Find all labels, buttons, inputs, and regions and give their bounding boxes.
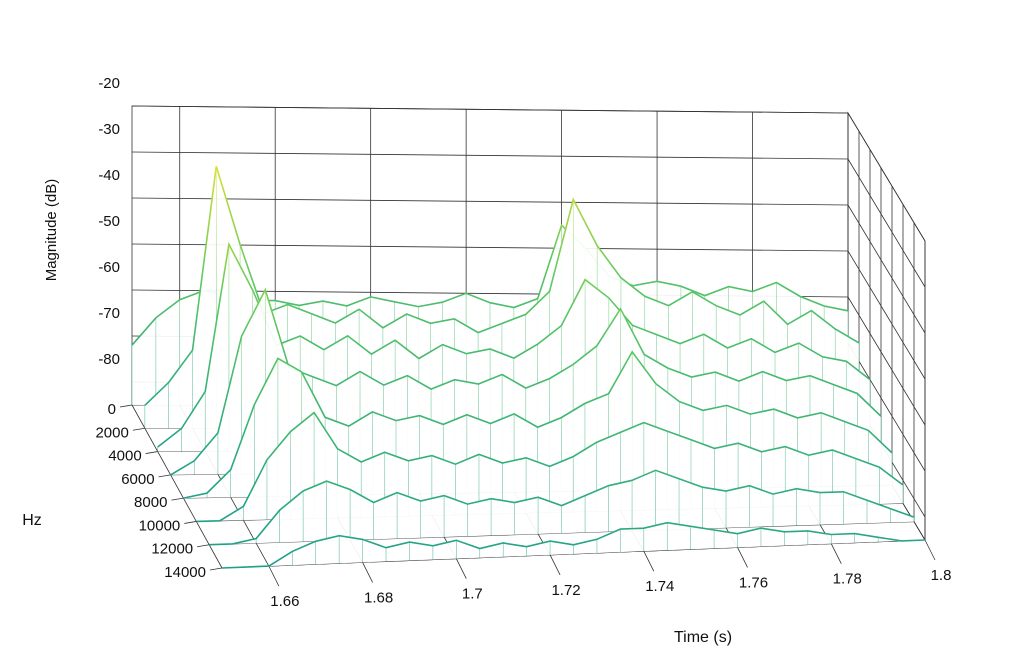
x-tick — [362, 562, 373, 583]
z-grid-line — [847, 204, 926, 334]
spectrum-line — [196, 411, 904, 523]
x-tick-label: 1.74 — [645, 578, 674, 595]
x-tick — [643, 551, 655, 572]
y-tick-label: 4000 — [108, 448, 141, 465]
x-tick — [924, 539, 936, 561]
y-tick-label: 14000 — [164, 564, 206, 581]
z-grid-line — [847, 296, 926, 426]
y-tick — [145, 451, 158, 454]
y-tick-label: 2000 — [95, 424, 128, 441]
y-tick-label: 10000 — [139, 517, 181, 534]
x-tick-label: 1.7 — [462, 586, 483, 603]
floor-edge — [131, 404, 223, 569]
x-tick-label: 1.66 — [270, 593, 299, 610]
y-tick — [158, 474, 171, 478]
x-tick-label: 1.72 — [551, 582, 580, 599]
z-grid-line — [131, 197, 849, 206]
z-tick-label: -60 — [98, 259, 120, 276]
y-axis-label: Hz — [22, 512, 42, 529]
x-tick — [455, 558, 467, 579]
x-tick-label: 1.76 — [739, 574, 768, 591]
z-axis-label: Magnitude (dB) — [43, 179, 60, 282]
z-tick-label: -20 — [98, 75, 120, 92]
x-tick — [830, 543, 842, 564]
x-tick — [268, 565, 280, 587]
x-axis-label: Time (s) — [674, 629, 732, 646]
z-grid-line — [847, 250, 926, 380]
y-tick — [119, 404, 133, 408]
y-tick-label: 8000 — [134, 494, 167, 511]
z-tick-label: -50 — [98, 213, 120, 230]
x-tick-label: 1.68 — [364, 589, 393, 606]
z-grid-line — [847, 342, 926, 472]
y-tick — [171, 497, 184, 501]
z-tick-label: -30 — [98, 121, 120, 138]
z-grid-line — [131, 151, 849, 160]
y-tick — [184, 521, 197, 524]
z-tick-label: -40 — [98, 167, 120, 184]
y-tick — [132, 427, 145, 431]
z-grid-line — [847, 158, 926, 288]
z-grid-line — [131, 243, 849, 252]
y-tick — [209, 567, 223, 571]
y-tick-label: 12000 — [151, 541, 193, 558]
y-tick-label: 6000 — [121, 471, 154, 488]
x-tick-label: 1.8 — [931, 567, 952, 584]
z-grid-line — [847, 112, 926, 242]
z-grid-line — [131, 105, 849, 114]
y-tick — [197, 544, 210, 548]
x-tick-label: 1.78 — [833, 571, 862, 588]
y-tick-label: 0 — [108, 401, 116, 418]
x-tick — [737, 547, 748, 568]
z-tick-label: -70 — [98, 305, 120, 322]
z-tick-label: -80 — [98, 351, 120, 368]
x-tick — [549, 554, 561, 576]
